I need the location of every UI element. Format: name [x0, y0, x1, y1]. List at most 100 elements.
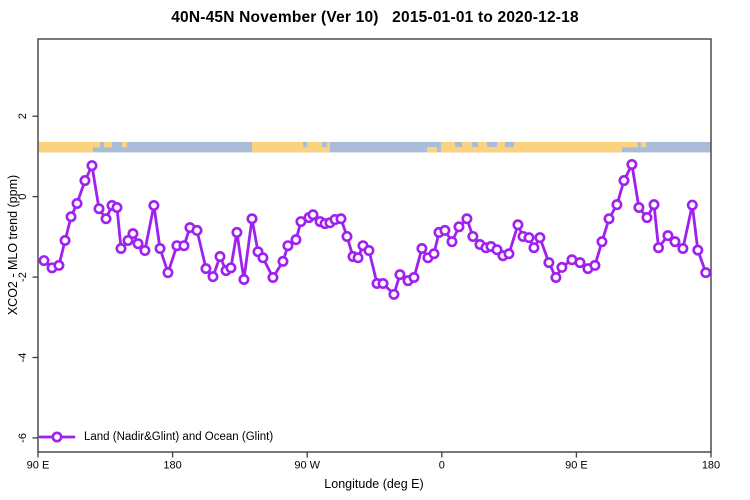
data-point: [692, 244, 704, 256]
data-point: [132, 238, 144, 250]
map-band-ocean-inlet: [322, 141, 327, 148]
y-tick-label: 2: [17, 113, 29, 119]
x-axis-label: Longitude (deg E): [324, 477, 424, 491]
map-band-ocean: [38, 141, 711, 153]
map-band-ocean-inlet: [303, 141, 308, 148]
data-point: [257, 252, 269, 264]
data-point: [335, 213, 347, 225]
data-point: [556, 261, 568, 273]
data-point: [669, 236, 681, 248]
data-point: [662, 230, 674, 242]
x-tick-label: 90 E: [565, 460, 588, 472]
data-point: [86, 160, 98, 172]
data-point: [446, 236, 458, 248]
data-line: [42, 163, 708, 296]
data-point: [148, 199, 160, 211]
data-point: [71, 197, 83, 209]
data-point: [528, 242, 540, 254]
legend-label: Land (Nadir&Glint) and Ocean (Glint): [84, 430, 274, 443]
map-band-land-segment: [472, 146, 478, 153]
x-tick-label: 0: [439, 460, 445, 472]
map-band-land-segment: [103, 141, 113, 148]
map-band-land-segment: [38, 141, 94, 153]
map-band-land-segment: [640, 141, 646, 148]
chart-title: 40N-45N November (Ver 10) 2015-01-01 to …: [171, 9, 579, 26]
x-tick-label: 180: [702, 460, 720, 472]
map-band-land-segment: [426, 146, 438, 153]
y-tick-label: -2: [17, 272, 29, 282]
data-point: [277, 255, 289, 267]
data-point: [633, 201, 645, 213]
data-point: [439, 224, 451, 236]
data-point: [641, 212, 653, 224]
data-point: [388, 288, 400, 300]
data-point: [377, 278, 389, 290]
map-band-land-segment: [93, 141, 101, 148]
data-point: [79, 175, 91, 187]
data-point: [93, 203, 105, 215]
data-point: [225, 262, 237, 274]
data-point: [139, 245, 151, 257]
data-point: [626, 158, 638, 170]
x-tick-label: 180: [163, 460, 181, 472]
data-point: [231, 226, 243, 238]
data-point: [59, 234, 71, 246]
map-band-land-segment: [486, 146, 497, 153]
data-point: [307, 209, 319, 221]
data-point: [648, 199, 660, 211]
data-point: [394, 269, 406, 281]
data-point: [523, 232, 535, 244]
data-point: [127, 228, 139, 240]
data-point: [178, 240, 190, 252]
data-point: [38, 255, 50, 267]
plot-box: [37, 38, 712, 453]
map-band-ocean-inlet: [505, 141, 515, 148]
x-tick-label: 90 E: [27, 460, 50, 472]
y-tick-label: -4: [17, 353, 29, 363]
data-point: [589, 259, 601, 271]
data-point: [282, 240, 294, 252]
y-tick-label: -6: [17, 433, 29, 443]
data-point: [467, 230, 479, 242]
data-point: [596, 236, 608, 248]
map-band-land-segment: [252, 141, 330, 153]
y-tick-label: 0: [17, 194, 29, 200]
map-band-land-segment: [440, 141, 455, 153]
data-point: [611, 199, 623, 211]
data-point: [191, 224, 203, 236]
data-point: [65, 211, 77, 223]
data-point: [290, 234, 302, 246]
data-point: [267, 271, 279, 283]
data-point: [341, 230, 353, 242]
data-point: [618, 175, 630, 187]
map-band-land-segment: [496, 141, 622, 153]
data-point: [677, 243, 689, 255]
data-point: [207, 271, 219, 283]
map-band-land-segment: [454, 146, 462, 153]
data-point: [100, 213, 112, 225]
data-point: [352, 252, 364, 264]
x-tick-label: 90 W: [294, 460, 320, 472]
data-point: [53, 259, 65, 271]
map-band-land-segment: [122, 141, 127, 148]
data-point: [238, 273, 250, 285]
data-point: [363, 245, 375, 257]
data-point: [295, 216, 307, 228]
data-point: [512, 219, 524, 231]
data-point: [700, 267, 712, 279]
data-point: [200, 263, 212, 275]
data-point: [162, 267, 174, 279]
data-point: [246, 213, 258, 225]
map-band-land-segment: [477, 141, 487, 153]
data-point: [534, 232, 546, 244]
data-point: [416, 243, 428, 255]
data-point: [653, 242, 665, 254]
data-point: [574, 257, 586, 269]
data-point: [111, 201, 123, 213]
data-point: [122, 234, 134, 246]
y-axis-label: XCO2 - MLO trend (ppm): [6, 174, 20, 316]
legend-marker: [51, 431, 63, 443]
data-point: [491, 244, 503, 256]
map-band-land-segment: [461, 141, 473, 153]
data-point: [603, 213, 615, 225]
